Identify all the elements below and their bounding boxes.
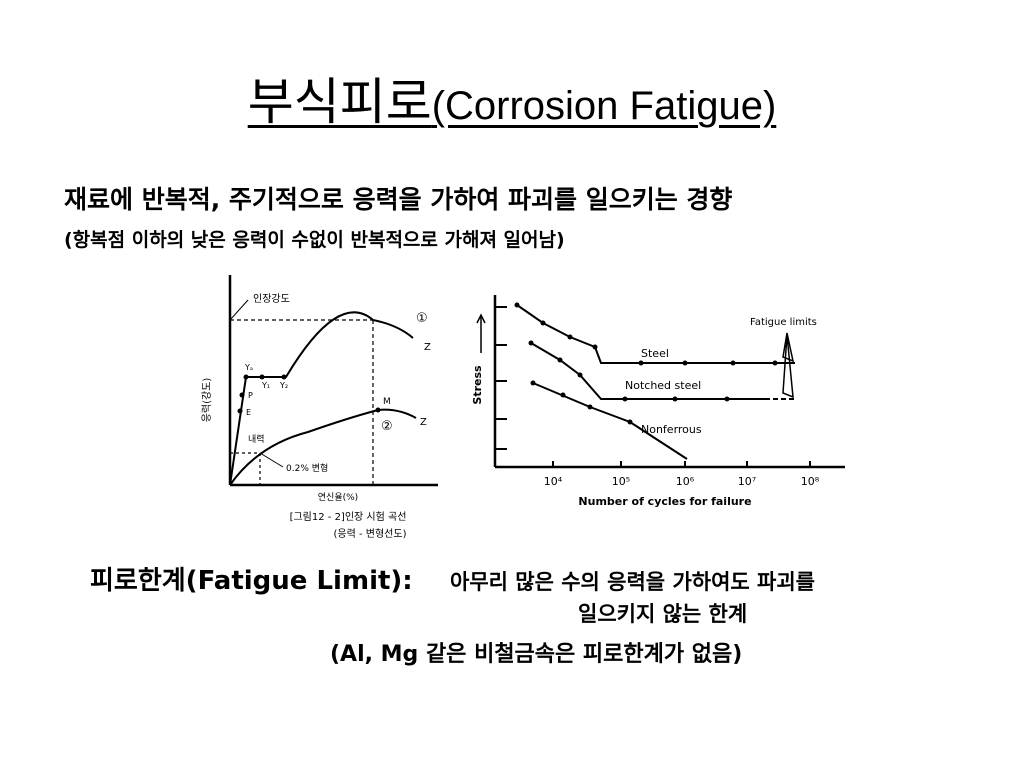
definition-sub: (항복점 이하의 낮은 응력이 수없이 반복적으로 가해져 일어남) [64,229,565,251]
point-y2 [281,374,287,380]
tensile-strength-pointer [229,299,249,321]
label-ya: Yₐ [244,363,253,372]
title-korean: 부식피로 [247,73,432,131]
fatigue-limits-arrow-2 [782,334,794,399]
label-y2: Y₂ [279,381,288,390]
curve-1 [229,311,414,486]
label-y1: Y₁ [261,381,270,390]
curve-2-end: Z [420,417,427,428]
tensile-strength-label: 인장강도 [253,293,290,305]
fatigue-limit-note: (Al, Mg 같은 비철금속은 피로한계가 없음) [330,642,743,667]
label-notched-steel: Notched steel [625,379,701,392]
fatigue-limit-desc-2: 일으키지 않는 한계 [578,602,748,626]
data-points [514,302,778,425]
stress-strain-figure: 응력(강도) 인장강도 ① Z ② Z Yₐ Y₁ Y₂ P E M 내력 0.… [201,275,438,540]
proof-stress-label: 내력 [248,433,265,445]
right-x-axis-label: Number of cycles for failure [578,495,751,508]
fatigue-limit-label: 피로한계(Fatigue Limit): [90,566,413,596]
label-e: E [246,408,251,417]
tick-1e6: 10⁶ [676,475,695,488]
point-m [375,407,381,413]
curve-2-mark: ② [381,419,393,434]
point-y1 [259,374,265,380]
fatigue-limit-desc-1: 아무리 많은 수의 응력을 가하여도 파괴를 [450,570,815,594]
label-m: M [383,397,391,407]
title-english: (Corrosion Fatigue) [431,84,777,128]
point-e [237,408,243,414]
right-y-axis-label: Stress [471,365,484,405]
label-steel: Steel [641,347,669,360]
offset-label: 0.2% 변형 [286,463,328,474]
curve-1-mark: ① [416,311,428,326]
series-steel [516,304,790,364]
left-caption-1: [그림12 - 2]인장 시험 곡선 [290,511,407,523]
page-title: 부식피로(Corrosion Fatigue) [0,62,1024,134]
fatigue-limits-label: Fatigue limits [750,317,817,328]
offset-pointer [259,452,284,468]
fatigue-limits-arrow-1 [782,332,795,363]
tick-1e7: 10⁷ [738,475,756,488]
definition-main: 재료에 반복적, 주기적으로 응력을 가하여 파괴를 일으키는 경향 [64,185,733,214]
left-caption-2: (응력 - 변형선도) [334,528,407,540]
series-nonferrous [532,382,688,460]
tick-1e8: 10⁸ [801,475,820,488]
fatigue-limits-text: Fatigue limits [750,317,817,328]
left-x-axis-label: 연신율(%) [318,492,358,503]
tick-1e4: 10⁴ [544,475,563,488]
sn-curve-figure: Stress Steel Notched steel Nonferrous Fa… [471,295,845,508]
point-p [239,392,245,398]
label-nonferrous: Nonferrous [641,423,702,436]
curve-1-end: Z [424,342,431,353]
label-p: P [248,391,253,400]
point-ya [243,374,249,380]
tick-1e5: 10⁵ [612,475,630,488]
left-y-axis-label: 응력(강도) [201,378,213,423]
